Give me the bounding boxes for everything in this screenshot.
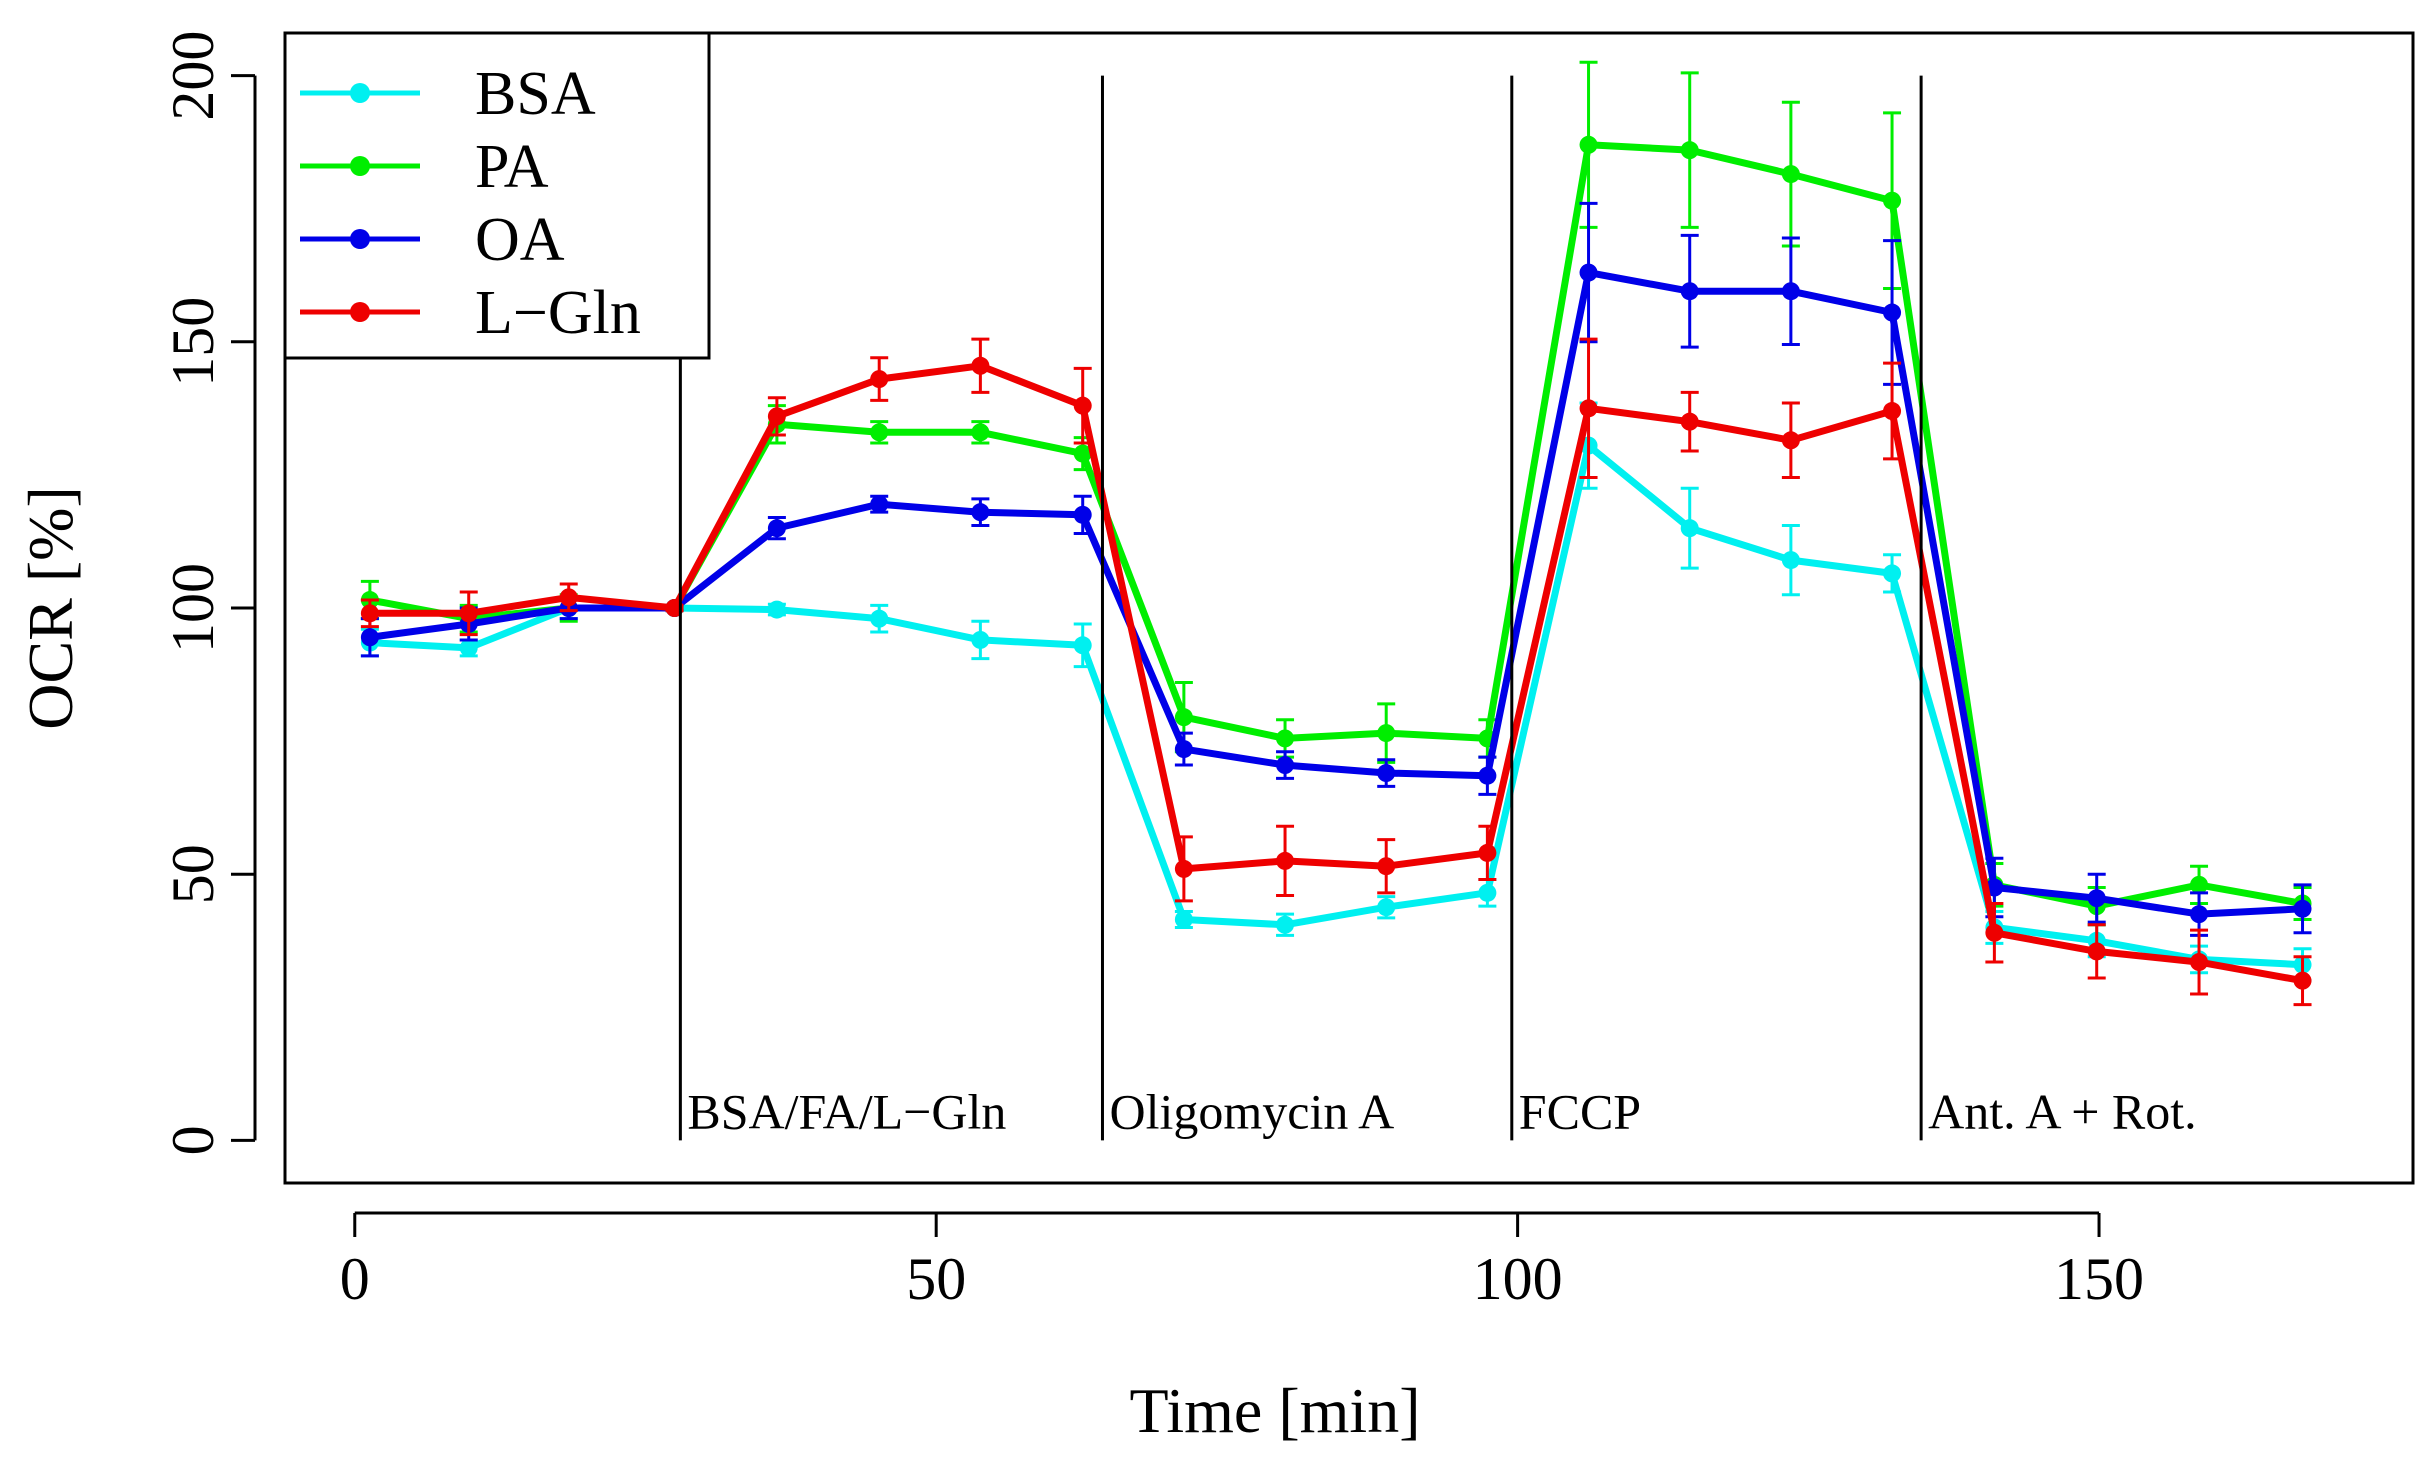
data-point <box>767 519 786 538</box>
data-point <box>1579 135 1598 154</box>
x-axis-title: Time [min] <box>1130 1375 1421 1446</box>
legend-swatch-marker <box>350 302 370 322</box>
y-tick-label: 200 <box>160 31 226 121</box>
data-point <box>1883 564 1902 583</box>
data-point <box>2087 942 2106 961</box>
series-line <box>369 362 2304 985</box>
data-point <box>1781 165 1800 184</box>
data-point <box>971 503 990 522</box>
data-point <box>459 604 478 623</box>
data-point <box>971 423 990 442</box>
data-point <box>1680 519 1699 538</box>
legend-label: PA <box>475 133 549 201</box>
data-point <box>870 495 889 514</box>
series-bsa <box>360 401 2312 983</box>
data-point <box>1174 740 1193 759</box>
injection-label: Ant. A + Rot. <box>1928 1083 2197 1139</box>
data-point <box>1579 263 1598 282</box>
injection-label: Oligomycin A <box>1109 1083 1394 1139</box>
injection-label: BSA/FA/L−Gln <box>687 1083 1006 1139</box>
data-layer <box>360 60 2312 1007</box>
legend-swatch-marker <box>350 229 370 249</box>
series-line <box>369 269 2303 918</box>
y-tick-label: 100 <box>160 563 226 653</box>
data-point <box>360 628 379 647</box>
data-point <box>1174 910 1193 929</box>
data-point <box>2190 953 2209 972</box>
injection-label: FCCP <box>1519 1083 1641 1139</box>
data-point <box>1781 431 1800 450</box>
data-point <box>1680 412 1699 431</box>
data-point <box>2293 971 2312 990</box>
plot-frame <box>283 31 2415 1185</box>
data-point <box>1377 857 1396 876</box>
data-point <box>1276 851 1295 870</box>
data-point <box>870 370 889 389</box>
data-point <box>1276 729 1295 748</box>
data-point <box>1478 766 1497 785</box>
data-point <box>1680 282 1699 301</box>
legend-label: BSA <box>475 60 596 128</box>
data-point <box>1579 399 1598 418</box>
data-point <box>1883 303 1902 322</box>
data-point <box>1073 444 1092 463</box>
data-point <box>1781 551 1800 570</box>
legend-label: L−Gln <box>475 279 641 347</box>
data-point <box>360 604 379 623</box>
data-point <box>1883 191 1902 210</box>
data-point <box>870 423 889 442</box>
data-point <box>559 588 578 607</box>
data-point <box>1377 898 1396 917</box>
data-point <box>1781 282 1800 301</box>
x-tick-label: 150 <box>2054 1246 2144 1312</box>
data-point <box>1174 708 1193 727</box>
data-point <box>1377 764 1396 783</box>
data-point <box>1073 636 1092 655</box>
data-point <box>767 600 786 619</box>
data-point <box>1174 859 1193 878</box>
data-point <box>1276 756 1295 775</box>
data-point <box>459 638 478 657</box>
data-point <box>1985 923 2004 942</box>
data-point <box>1073 505 1092 524</box>
data-point <box>1377 724 1396 743</box>
data-point <box>767 407 786 426</box>
data-point <box>2190 905 2209 924</box>
data-point <box>2087 889 2106 908</box>
y-tick-label: 0 <box>160 1125 226 1155</box>
series-line <box>369 442 2303 969</box>
data-point <box>1883 402 1902 421</box>
y-axis-title: OCR [%] <box>15 486 86 730</box>
y-tick-label: 150 <box>160 297 226 387</box>
data-point <box>2293 899 2312 918</box>
data-point <box>1478 883 1497 902</box>
data-point <box>1276 915 1295 934</box>
legend-swatch-marker <box>350 156 370 176</box>
x-tick-label: 0 <box>340 1246 370 1312</box>
series-l-gln <box>360 337 2312 1007</box>
data-point <box>870 609 889 628</box>
x-tick-label: 50 <box>906 1246 966 1312</box>
data-point <box>2190 875 2209 894</box>
legend-label: OA <box>475 206 565 274</box>
x-tick-label: 100 <box>1473 1246 1563 1312</box>
treatment-markers: BSA/FA/L−Gln Oligomycin A FCCP Ant. A + Rot… <box>678 75 2197 1141</box>
y-tick-label: 50 <box>160 844 226 904</box>
data-point <box>971 356 990 375</box>
legend-swatch-marker <box>350 83 370 103</box>
data-point <box>1478 843 1497 862</box>
axes: 0 50 100 150 0 50 100 150 200 <box>160 31 2144 1312</box>
data-point <box>971 630 990 649</box>
data-point <box>1680 141 1699 160</box>
data-point <box>1073 396 1092 415</box>
